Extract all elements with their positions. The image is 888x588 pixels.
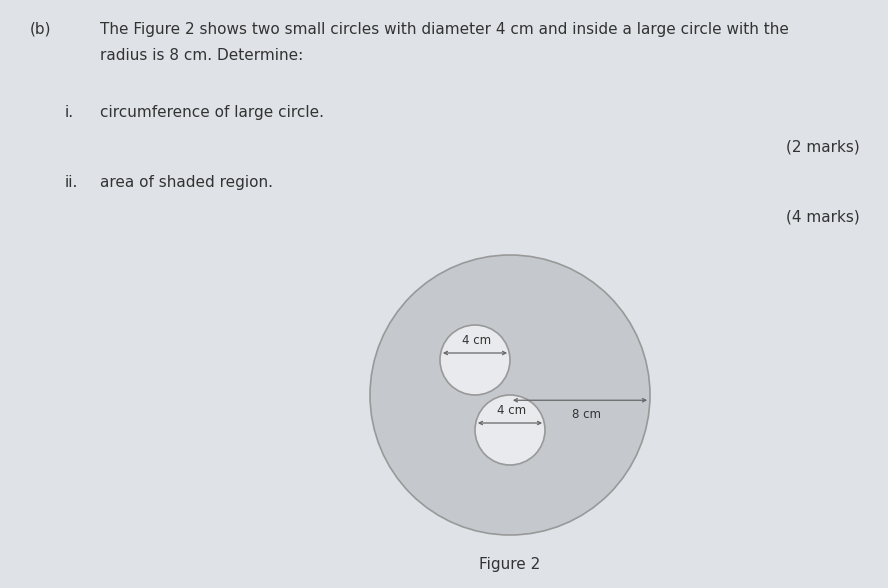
Text: (4 marks): (4 marks) [786,210,860,225]
Text: The Figure 2 shows two small circles with diameter 4 cm and inside a large circl: The Figure 2 shows two small circles wit… [100,22,789,37]
Text: (b): (b) [30,22,52,37]
Text: circumference of large circle.: circumference of large circle. [100,105,324,120]
Text: 4 cm: 4 cm [497,404,527,417]
Text: radius is 8 cm. Determine:: radius is 8 cm. Determine: [100,48,303,63]
Text: area of shaded region.: area of shaded region. [100,175,273,190]
Text: i.: i. [65,105,74,120]
Text: 8 cm: 8 cm [573,408,601,421]
Circle shape [440,325,510,395]
Text: (2 marks): (2 marks) [786,140,860,155]
Circle shape [475,395,545,465]
Text: Figure 2: Figure 2 [480,557,541,572]
Circle shape [370,255,650,535]
Text: 4 cm: 4 cm [462,334,491,347]
Text: ii.: ii. [65,175,78,190]
